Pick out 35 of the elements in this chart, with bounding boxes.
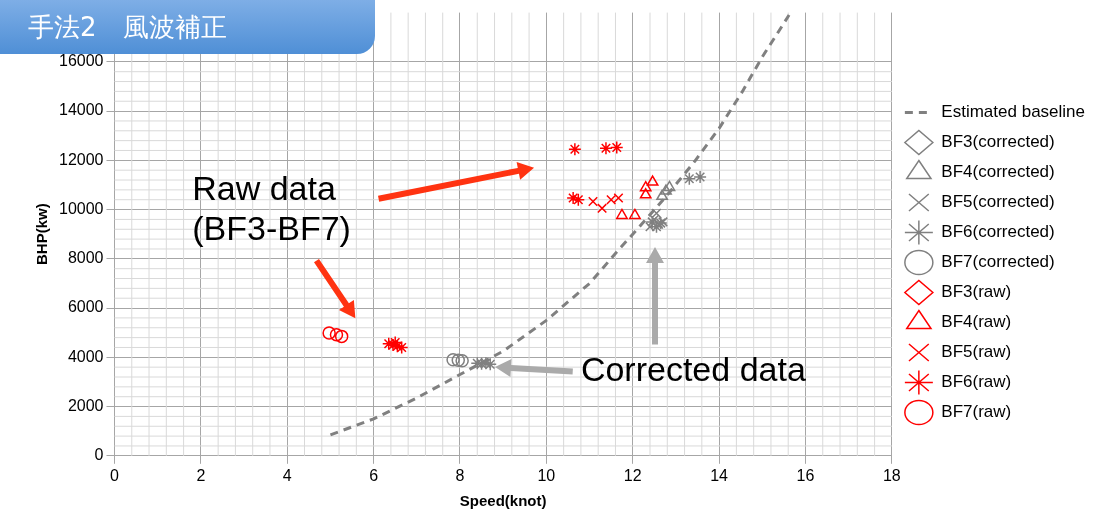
x-tick-label: 10 xyxy=(537,466,556,484)
y-tick-label: 10000 xyxy=(58,199,104,217)
legend-label: BF5(corrected) xyxy=(941,192,1055,212)
x-tick-label: 16 xyxy=(796,466,815,484)
x-tick-label: 6 xyxy=(369,466,379,484)
y-tick-label: 2000 xyxy=(67,396,104,414)
x-tick-label: 8 xyxy=(455,466,465,484)
x-tick-label: 18 xyxy=(882,466,901,484)
y-tick-label: 0 xyxy=(94,446,104,464)
legend-label: BF6(raw) xyxy=(941,372,1012,392)
x-tick-label: 4 xyxy=(282,466,292,484)
y-tick-label: 4000 xyxy=(67,347,104,365)
legend-label: BF4(corrected) xyxy=(941,162,1055,182)
y-tick-label: 6000 xyxy=(67,298,104,316)
x-tick-label: 12 xyxy=(623,466,642,484)
legend-label: BF7(raw) xyxy=(941,402,1012,422)
legend-label: BF4(raw) xyxy=(941,312,1012,332)
y-tick-label: 16000 xyxy=(58,52,104,70)
x-tick-label: 14 xyxy=(710,466,729,484)
annotation: Corrected data xyxy=(580,349,806,390)
x-tick-label: 2 xyxy=(196,466,206,484)
legend-label: BF7(corrected) xyxy=(941,252,1055,272)
legend-label: BF3(raw) xyxy=(941,282,1012,302)
legend-label: BF3(corrected) xyxy=(941,132,1055,152)
legend-label: Estimated baseline xyxy=(941,102,1085,122)
annotation: Raw data (BF3-BF7) xyxy=(192,167,351,248)
legend-label: BF6(corrected) xyxy=(941,222,1055,242)
y-tick-label: 14000 xyxy=(58,101,104,119)
chart-title: 手法2 風波補正 xyxy=(27,11,227,44)
x-tick-label: 0 xyxy=(110,466,120,484)
y-axis-title: BHP(kw) xyxy=(33,203,51,266)
legend-label: BF5(raw) xyxy=(941,342,1012,362)
x-axis-title: Speed(knot) xyxy=(459,492,547,510)
y-tick-label: 12000 xyxy=(58,150,104,168)
y-tick-label: 8000 xyxy=(67,249,104,267)
